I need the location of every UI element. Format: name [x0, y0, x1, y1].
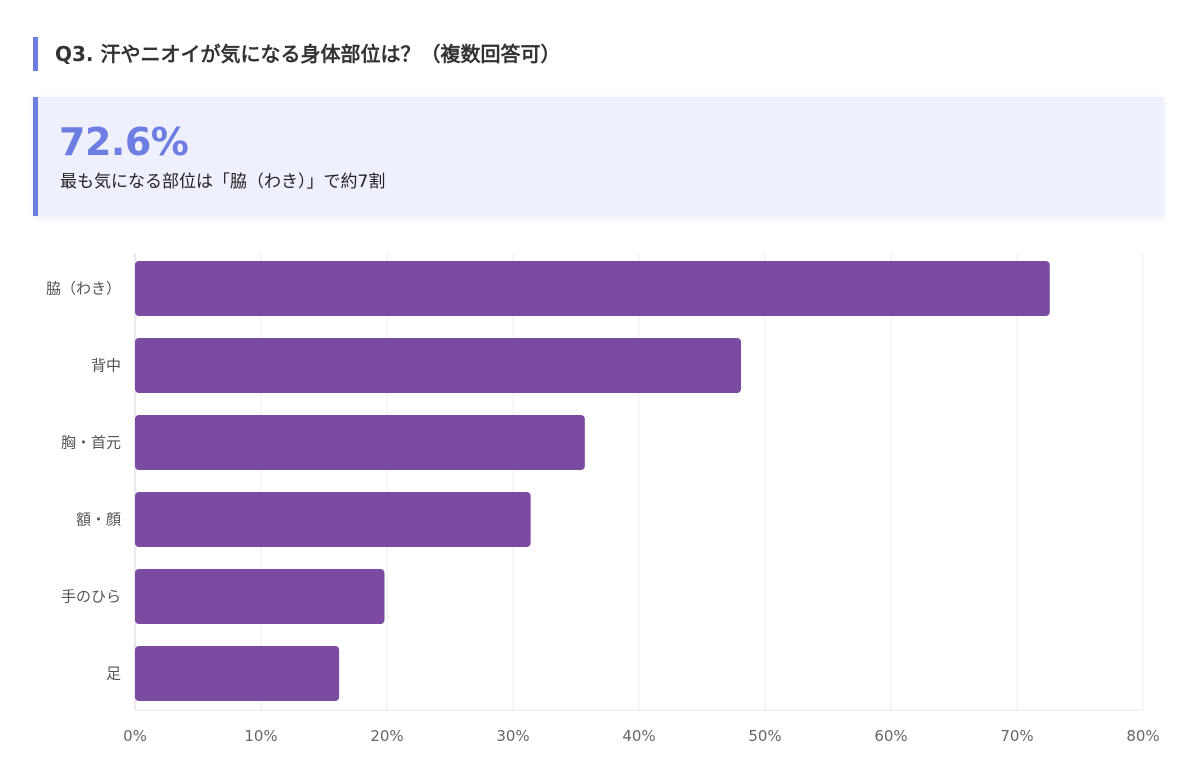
x-tick-label: 80%	[1126, 727, 1159, 745]
x-tick-label: 10%	[244, 727, 277, 745]
category-label: 背中	[91, 357, 121, 375]
bar	[135, 338, 742, 393]
x-tick-label: 20%	[370, 727, 403, 745]
bar	[135, 569, 385, 624]
bar	[135, 261, 1050, 316]
bar	[135, 492, 531, 547]
x-tick-label: 60%	[874, 727, 907, 745]
bar	[135, 415, 585, 470]
category-label: 手のひら	[61, 588, 121, 606]
bar	[135, 646, 340, 701]
x-tick-label: 50%	[748, 727, 781, 745]
category-label: 額・顔	[76, 511, 121, 529]
x-tick-label: 0%	[123, 727, 147, 745]
x-tick-label: 30%	[496, 727, 529, 745]
question-title: Q3. 汗やニオイが気になる身体部位は？（複数回答可）	[33, 37, 560, 71]
x-tick-label: 40%	[622, 727, 655, 745]
highlight-value: 72.6%	[59, 120, 189, 164]
grid-lines	[134, 253, 1144, 711]
category-label: 足	[106, 665, 121, 683]
category-label: 胸・首元	[61, 434, 121, 452]
bars	[135, 261, 1050, 701]
x-tick-label: 70%	[1000, 727, 1033, 745]
category-label: 脇（わき）	[46, 280, 121, 298]
highlight-card: 72.6% 最も気になる部位は「脇（わき）」で約7割	[33, 97, 1164, 216]
x-axis-ticks: 0% 10% 20% 30% 40% 50% 60% 70% 80%	[123, 727, 1160, 745]
highlight-caption: 最も気になる部位は「脇（わき）」で約7割	[60, 172, 386, 192]
